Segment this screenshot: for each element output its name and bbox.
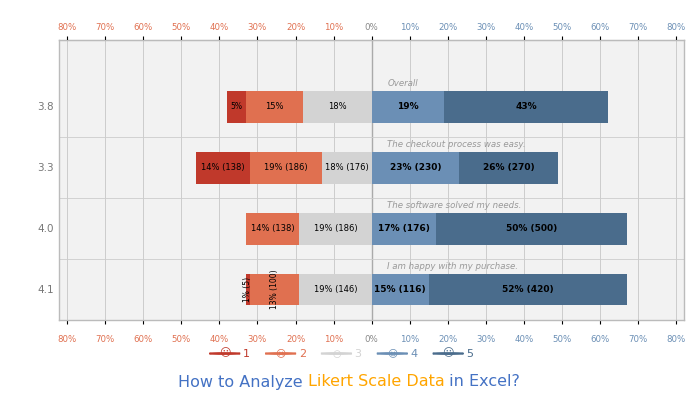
Bar	[371, 274, 429, 305]
Text: 19% (186): 19% (186)	[313, 224, 357, 233]
Text: 23% (230): 23% (230)	[389, 163, 441, 172]
Text: 40%: 40%	[514, 335, 534, 344]
Bar	[196, 152, 250, 184]
Text: 15% (116): 15% (116)	[374, 285, 426, 294]
Text: 60%: 60%	[591, 22, 610, 32]
Text: 50%: 50%	[553, 22, 572, 32]
Text: 50%: 50%	[172, 335, 191, 344]
Text: 1% (5): 1% (5)	[244, 277, 253, 302]
Bar	[444, 91, 608, 123]
Bar	[299, 213, 371, 244]
Text: 60%: 60%	[133, 335, 153, 344]
Text: 17% (176): 17% (176)	[378, 224, 430, 233]
Text: 40%: 40%	[209, 335, 229, 344]
Bar	[303, 91, 371, 123]
Text: 3: 3	[355, 348, 362, 358]
Text: I am happy with my purchase.: I am happy with my purchase.	[387, 262, 519, 271]
Text: 10%: 10%	[400, 335, 419, 344]
Text: 80%: 80%	[667, 335, 686, 344]
Bar	[429, 274, 627, 305]
Text: 40%: 40%	[209, 22, 229, 32]
Text: 10%: 10%	[324, 22, 343, 32]
Text: 19% (146): 19% (146)	[313, 285, 357, 294]
Text: 19% (186): 19% (186)	[264, 163, 308, 172]
Bar	[250, 274, 299, 305]
Text: How to Analyze: How to Analyze	[178, 374, 308, 390]
Text: 5%: 5%	[230, 102, 242, 112]
Bar	[246, 213, 299, 244]
Text: 18% (176): 18% (176)	[325, 163, 369, 172]
Text: in Excel?: in Excel?	[445, 374, 520, 390]
Bar	[246, 91, 303, 123]
Text: 43%: 43%	[515, 102, 537, 112]
Text: 19%: 19%	[397, 102, 419, 112]
Text: 20%: 20%	[286, 22, 305, 32]
Text: 18%: 18%	[328, 102, 347, 112]
Text: ☹: ☹	[276, 348, 285, 358]
Text: 30%: 30%	[248, 22, 267, 32]
Text: 10%: 10%	[324, 335, 343, 344]
Text: 14% (138): 14% (138)	[201, 163, 245, 172]
Text: The software solved my needs.: The software solved my needs.	[387, 201, 521, 210]
Text: 26% (270): 26% (270)	[483, 163, 535, 172]
Bar	[299, 274, 371, 305]
Text: Overall: Overall	[387, 79, 418, 88]
Bar	[322, 152, 371, 184]
Text: 3.3: 3.3	[37, 163, 54, 173]
Text: 2: 2	[299, 348, 306, 358]
Text: 60%: 60%	[591, 335, 610, 344]
Text: 80%: 80%	[667, 22, 686, 32]
Text: 3.8: 3.8	[37, 102, 54, 112]
Text: 0%: 0%	[365, 335, 378, 344]
Text: 70%: 70%	[96, 22, 114, 32]
Text: Likert Scale Data: Likert Scale Data	[308, 374, 445, 390]
Bar	[371, 91, 444, 123]
Text: 50%: 50%	[172, 22, 191, 32]
Text: 80%: 80%	[57, 22, 77, 32]
Text: ☺: ☺	[387, 348, 397, 358]
Text: 60%: 60%	[133, 22, 153, 32]
Text: 80%: 80%	[57, 335, 77, 344]
Text: 20%: 20%	[286, 335, 305, 344]
Bar	[436, 213, 627, 244]
Text: 30%: 30%	[476, 22, 496, 32]
Text: 50%: 50%	[553, 335, 572, 344]
Text: 70%: 70%	[629, 22, 648, 32]
Bar	[459, 152, 558, 184]
Text: 20%: 20%	[438, 335, 457, 344]
Text: 40%: 40%	[514, 22, 534, 32]
Text: 5: 5	[466, 348, 473, 358]
Text: 0%: 0%	[365, 22, 378, 32]
Text: 4.1: 4.1	[37, 284, 54, 294]
Text: 10%: 10%	[400, 22, 419, 32]
Text: ○: ○	[332, 348, 341, 358]
Text: 15%: 15%	[265, 102, 284, 112]
Text: 4: 4	[410, 348, 417, 358]
Bar	[246, 274, 250, 305]
Text: 30%: 30%	[248, 335, 267, 344]
Bar	[371, 152, 459, 184]
Text: 30%: 30%	[476, 335, 496, 344]
Bar	[227, 91, 246, 123]
Text: ☺: ☺	[443, 348, 454, 358]
Text: 70%: 70%	[96, 335, 114, 344]
Text: ☹: ☹	[219, 348, 230, 358]
Text: 4.0: 4.0	[37, 224, 54, 234]
Text: 14% (138): 14% (138)	[251, 224, 295, 233]
Text: The checkout process was easy.: The checkout process was easy.	[387, 140, 526, 149]
Bar	[371, 213, 436, 244]
Text: 13% (100): 13% (100)	[270, 270, 279, 309]
Text: 70%: 70%	[629, 335, 648, 344]
Text: 52% (420): 52% (420)	[502, 285, 554, 294]
Text: 20%: 20%	[438, 22, 457, 32]
Text: 50% (500): 50% (500)	[506, 224, 557, 233]
Text: 1: 1	[243, 348, 250, 358]
Bar	[250, 152, 322, 184]
